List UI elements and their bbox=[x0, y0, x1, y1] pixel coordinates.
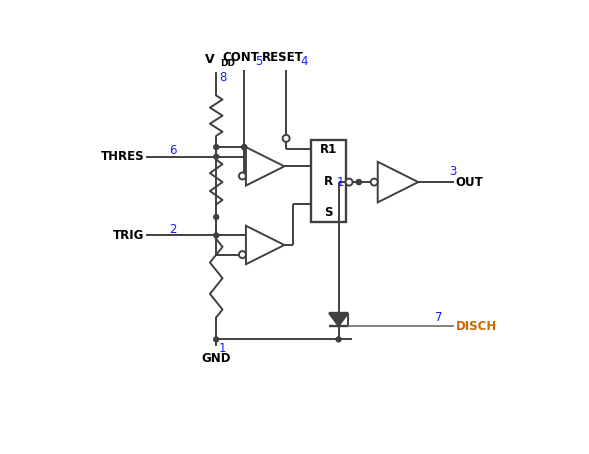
Circle shape bbox=[346, 178, 353, 186]
Text: DISCH: DISCH bbox=[456, 320, 497, 333]
Circle shape bbox=[214, 337, 219, 342]
Text: 1: 1 bbox=[337, 176, 344, 188]
Circle shape bbox=[283, 135, 290, 142]
Text: 6: 6 bbox=[169, 144, 176, 157]
Text: TRIG: TRIG bbox=[113, 229, 144, 242]
Text: THRES: THRES bbox=[101, 150, 144, 163]
Bar bbox=[310, 140, 346, 222]
Text: R1: R1 bbox=[319, 143, 337, 157]
Polygon shape bbox=[378, 162, 418, 202]
Circle shape bbox=[214, 215, 219, 219]
Text: GND: GND bbox=[201, 352, 231, 365]
Text: CONT: CONT bbox=[222, 51, 259, 64]
Polygon shape bbox=[246, 147, 284, 186]
Text: S: S bbox=[324, 206, 332, 219]
Text: DD: DD bbox=[220, 59, 234, 69]
Text: 8: 8 bbox=[219, 71, 226, 84]
Text: 7: 7 bbox=[435, 311, 443, 324]
Circle shape bbox=[214, 233, 219, 238]
Circle shape bbox=[370, 178, 378, 186]
Circle shape bbox=[356, 180, 361, 184]
Polygon shape bbox=[329, 313, 348, 326]
Polygon shape bbox=[246, 226, 284, 264]
Circle shape bbox=[356, 180, 361, 184]
Circle shape bbox=[241, 145, 247, 149]
Circle shape bbox=[241, 145, 247, 149]
Text: 5: 5 bbox=[254, 55, 262, 69]
Circle shape bbox=[239, 173, 246, 179]
Text: 4: 4 bbox=[300, 55, 307, 69]
Text: 2: 2 bbox=[169, 222, 176, 236]
Circle shape bbox=[214, 154, 219, 159]
Circle shape bbox=[336, 337, 341, 342]
Text: 3: 3 bbox=[449, 165, 456, 178]
Text: RESET: RESET bbox=[262, 51, 303, 64]
Text: 1: 1 bbox=[219, 341, 227, 355]
Circle shape bbox=[214, 145, 219, 149]
Text: V: V bbox=[205, 53, 214, 66]
Text: OUT: OUT bbox=[456, 176, 484, 188]
Circle shape bbox=[239, 251, 246, 258]
Text: R: R bbox=[323, 175, 333, 188]
